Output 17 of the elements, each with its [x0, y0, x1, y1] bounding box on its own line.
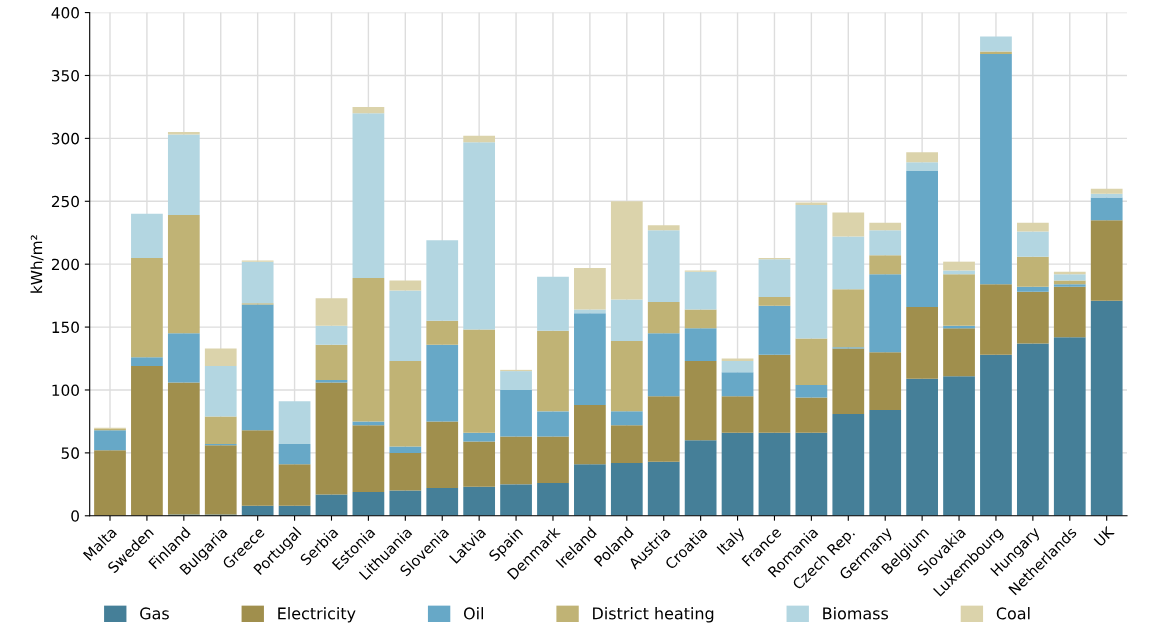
y-tick-label: 300 [51, 132, 79, 145]
x-tick-label: UK [1093, 525, 1115, 547]
y-tick-label: 0 [71, 510, 79, 522]
legend-label: Biomass [823, 607, 889, 620]
legend-label: Electricity [278, 607, 356, 623]
y-tick-label: 50 [61, 447, 79, 459]
y-tick-label: 150 [52, 321, 79, 334]
y-axis-title: kWh/m² [30, 235, 44, 293]
y-tick-label: 250 [51, 195, 79, 208]
y-tick-label: 350 [51, 69, 79, 82]
legend-label: Coal [996, 607, 1030, 620]
legend-label: District heating [593, 607, 714, 623]
y-tick-label: 400 [51, 7, 79, 19]
legend-label: Gas [140, 607, 169, 620]
y-tick-label: 200 [51, 258, 79, 271]
legend-label: Oil [463, 607, 484, 620]
y-tick-label: 100 [52, 384, 79, 396]
